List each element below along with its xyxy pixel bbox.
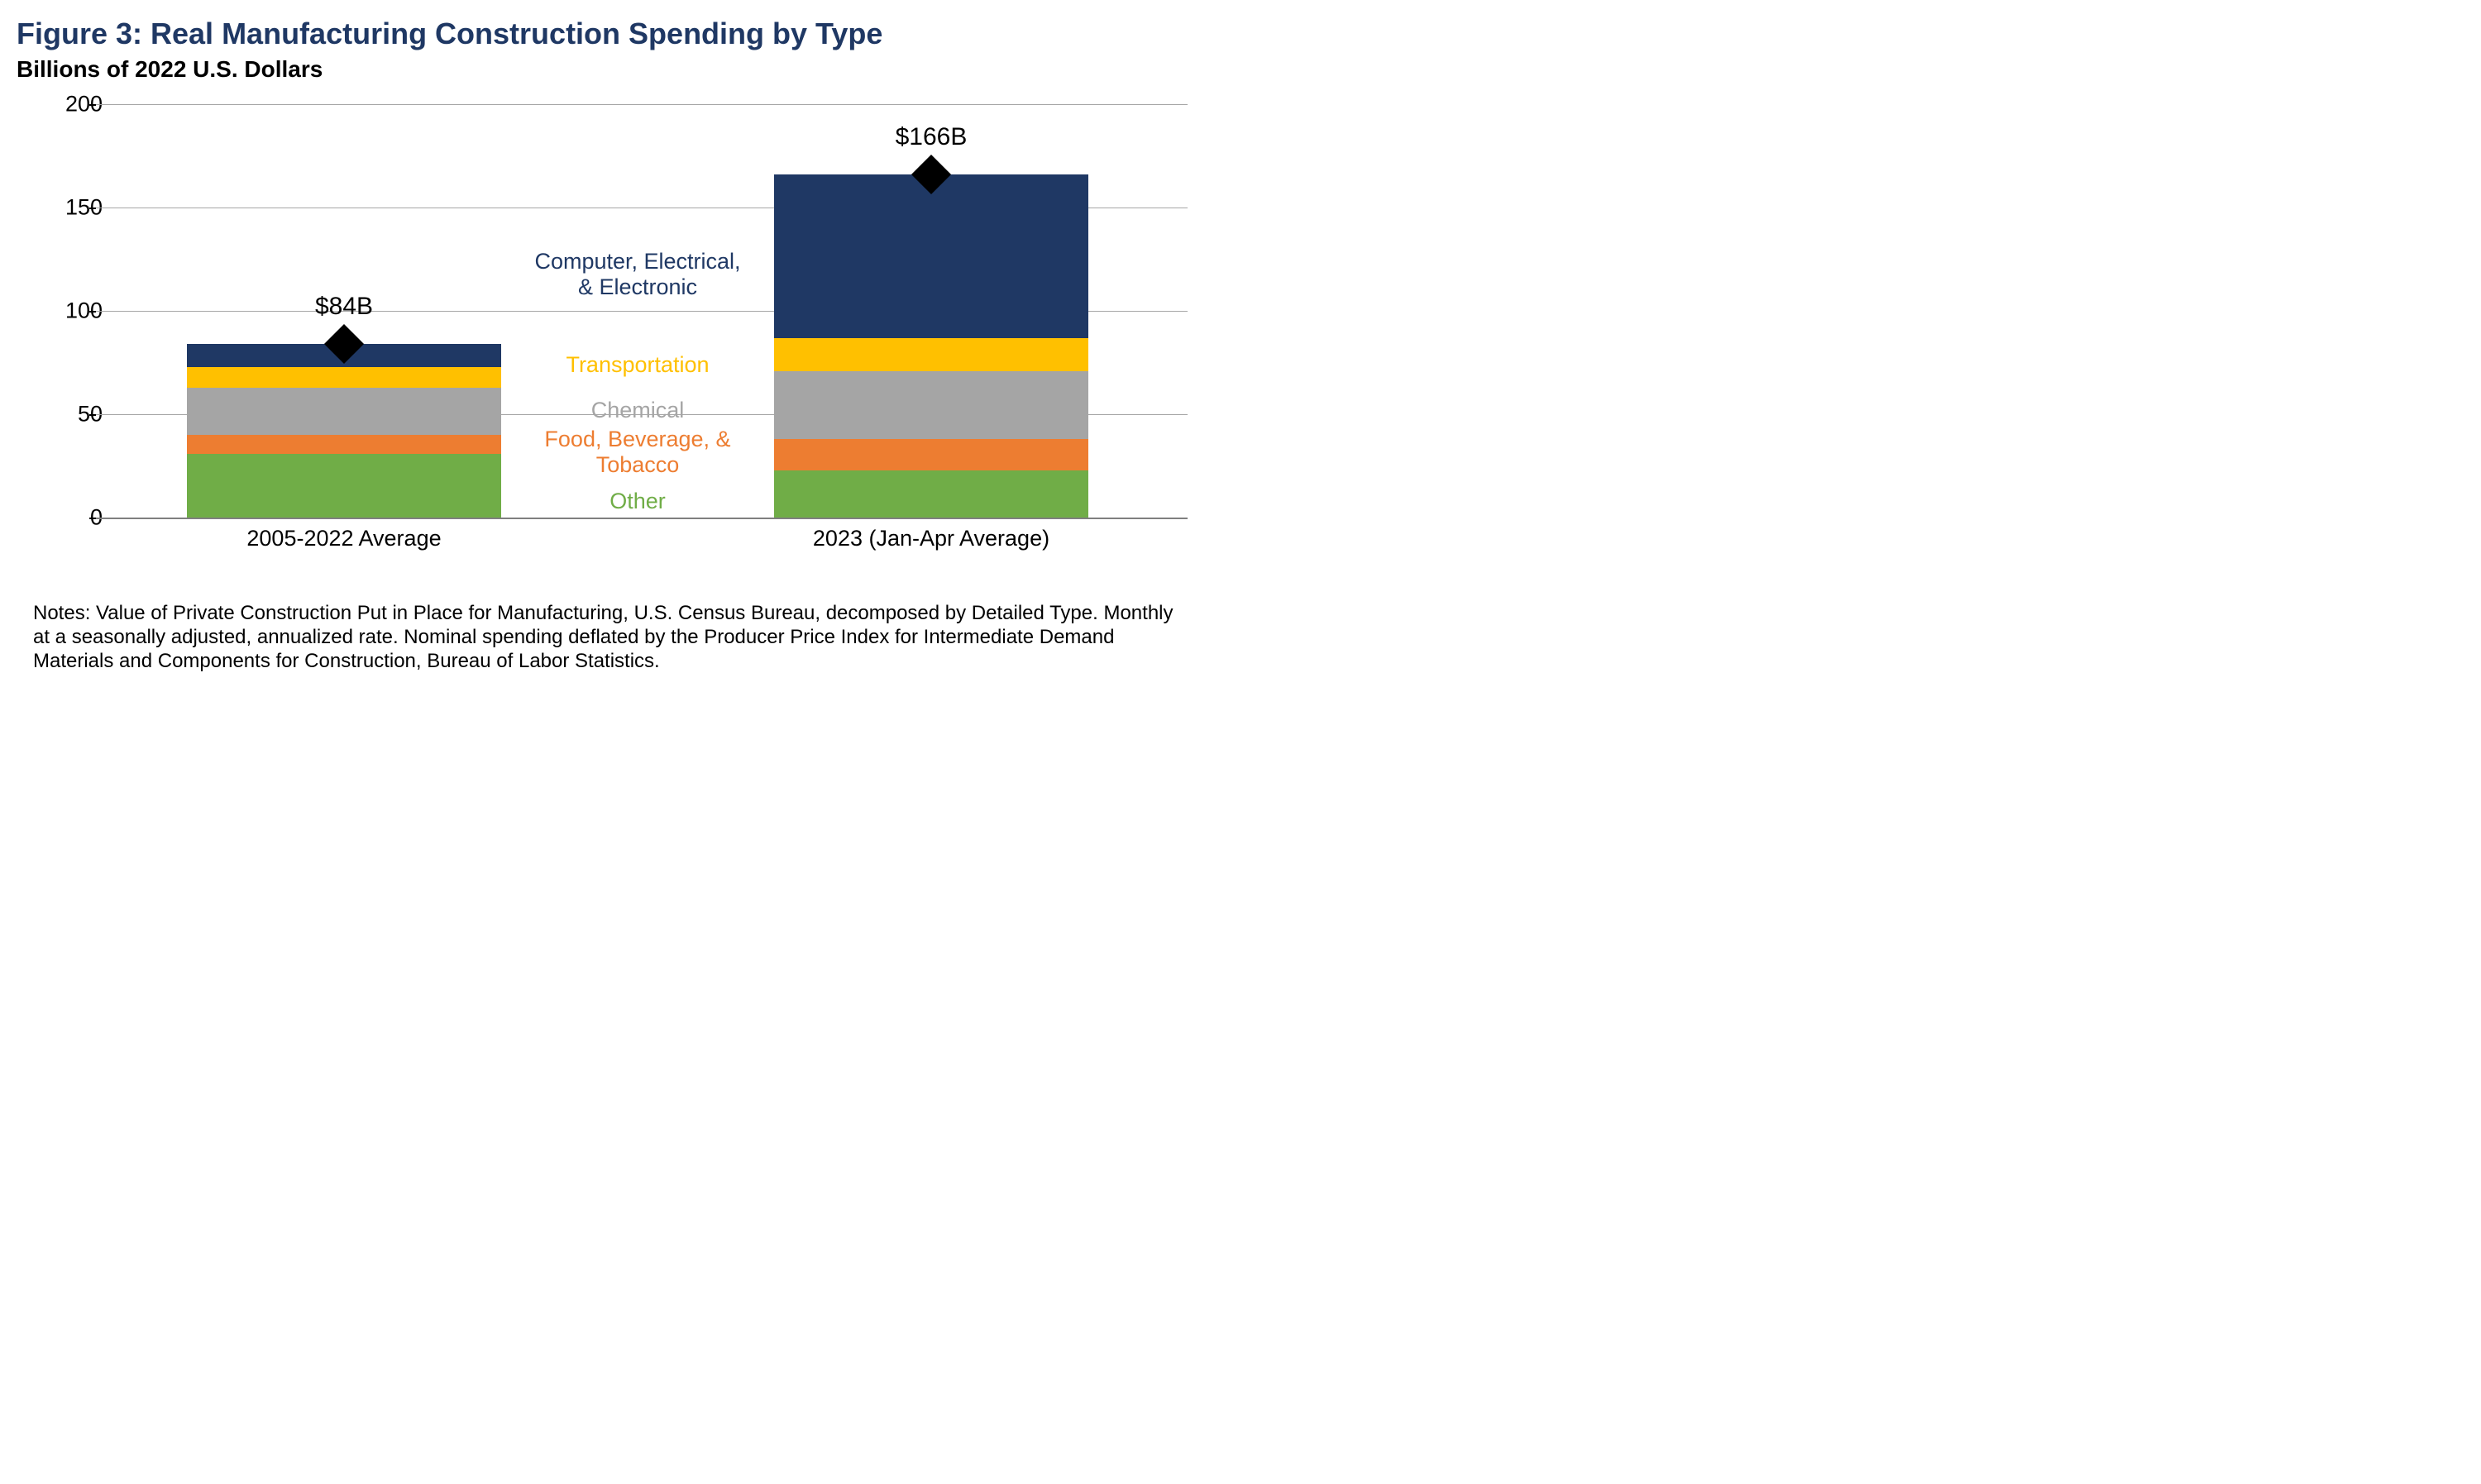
- bar-segment-chemical: [187, 388, 501, 436]
- bar-total-label: $166B: [774, 123, 1088, 151]
- y-tick-mark: [89, 518, 96, 519]
- bar-segment-other: [774, 470, 1088, 518]
- figure-notes: Notes: Value of Private Construction Put…: [17, 602, 1191, 673]
- legend-label-chemical: Chemical: [501, 398, 774, 423]
- gridline: [96, 518, 1188, 519]
- figure-container: Figure 3: Real Manufacturing Constructio…: [0, 0, 1207, 681]
- legend-label-transport: Transportation: [501, 352, 774, 378]
- chart-area: 050100150200 $84B$166B 2005-2022 Average…: [17, 88, 1207, 600]
- bar-segment-computer: [774, 174, 1088, 338]
- y-tick-mark: [89, 311, 96, 313]
- y-tick-mark: [89, 208, 96, 209]
- bar-segment-transport: [187, 367, 501, 388]
- bar-segment-food: [774, 439, 1088, 470]
- bar-segment-chemical: [774, 371, 1088, 440]
- y-tick-mark: [89, 104, 96, 106]
- gridline: [96, 104, 1188, 105]
- bar-total-label: $84B: [187, 293, 501, 321]
- legend-label-food: Food, Beverage, &Tobacco: [501, 427, 774, 478]
- figure-title: Figure 3: Real Manufacturing Constructio…: [17, 17, 1191, 51]
- x-category-label: 2023 (Jan-Apr Average): [758, 526, 1105, 551]
- x-category-label: 2005-2022 Average: [170, 526, 518, 551]
- legend-label-computer: Computer, Electrical,& Electronic: [501, 249, 774, 300]
- bar-segment-other: [187, 454, 501, 518]
- y-tick-mark: [89, 414, 96, 416]
- legend-label-other: Other: [501, 489, 774, 514]
- figure-subtitle: Billions of 2022 U.S. Dollars: [17, 56, 1191, 83]
- bar-segment-transport: [774, 338, 1088, 371]
- bar-segment-food: [187, 435, 501, 454]
